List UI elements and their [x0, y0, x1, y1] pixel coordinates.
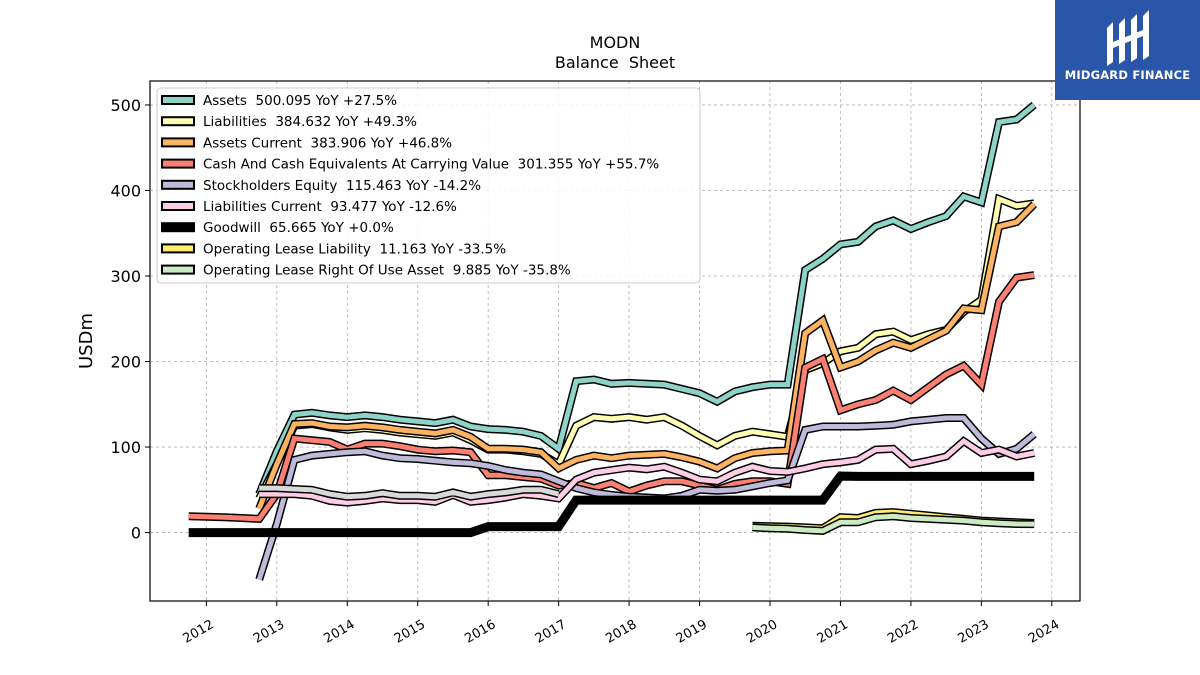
y-tick-label: 200 [110, 353, 141, 372]
legend-item-stockholders-equity: Stockholders Equity 115.463 YoY -14.2% [161, 178, 481, 194]
legend-item-assets-current: Assets Current 383.906 YoY +46.8% [161, 135, 452, 151]
series-operating-lease-right-of-use-asset [752, 512, 1035, 535]
legend-swatch [161, 116, 195, 127]
y-tick-label: 400 [110, 181, 141, 200]
series-liabilities-non-current [259, 484, 560, 501]
series-line [256, 202, 1036, 510]
logo-mark-icon [1107, 10, 1149, 66]
y-tick-label: 0 [131, 524, 141, 543]
legend-swatch [161, 201, 195, 211]
legend-item-assets: Assets 500.095 YoY +27.5% [161, 93, 397, 109]
series-assets [255, 101, 1037, 496]
legend-item-operating-lease-right-of-use-asset: Operating Lease Right Of Use Asset 9.885… [161, 263, 571, 279]
series-line [259, 437, 1035, 506]
brand-logo: MIDGARD FINANCE [1055, 0, 1200, 100]
series-line [188, 272, 1035, 522]
x-tick-label: 2022 [885, 617, 921, 647]
legend-label: Cash And Cash Equivalents At Carrying Va… [203, 157, 659, 173]
chart-title: MODN [590, 33, 641, 52]
chart-subtitle: Balance Sheet [555, 53, 675, 72]
series-assets-current [255, 201, 1038, 511]
series-line [259, 485, 560, 500]
legend-swatch [161, 137, 195, 148]
legend: Assets 500.095 YoY +27.5% Liabilities 384… [156, 87, 701, 284]
legend-label: Stockholders Equity 115.463 YoY -14.2% [203, 178, 481, 194]
legend-label: Goodwill 65.665 YoY +0.0% [203, 220, 394, 236]
y-tick-label: 500 [110, 96, 141, 115]
x-tick-label: 2023 [956, 617, 992, 647]
legend-label: Assets 500.095 YoY +27.5% [203, 93, 397, 109]
legend-swatch [161, 264, 195, 275]
x-axis: 2012 2013 2014 2015 2016 2017 2018 2019 2020 2021… [181, 601, 1062, 647]
series-cash-and-cash-equivalents-at-carrying-value [188, 271, 1035, 524]
series-goodwill [188, 471, 1035, 538]
y-axis: 0 100 200 300 400 500 [110, 96, 150, 543]
legend-label: Liabilities 384.632 YoY +49.3% [203, 114, 417, 130]
legend-item-cash-and-cash-equivalents-at-carrying-value: Cash And Cash Equivalents At Carrying Va… [161, 157, 659, 173]
plot-lines [188, 101, 1038, 581]
legend-swatch [161, 95, 195, 105]
logo-name: MIDGARD FINANCE [1064, 68, 1191, 82]
series-line [256, 102, 1036, 496]
series-liabilities-current [259, 436, 1035, 507]
y-axis-label: USDm [76, 313, 97, 369]
x-tick-label: 2012 [181, 617, 217, 647]
legend-item-operating-lease-liability: Operating Lease Liability 11.163 YoY -33… [161, 241, 506, 257]
legend-item-liabilities-current: Liabilities Current 93.477 YoY -12.6% [161, 199, 457, 215]
x-tick-label: 2021 [815, 617, 851, 647]
x-tick-label: 2017 [533, 617, 569, 647]
legend-swatch [161, 243, 195, 254]
x-tick-label: 2018 [603, 617, 639, 647]
x-tick-label: 2020 [744, 617, 780, 647]
x-tick-label: 2019 [674, 617, 710, 647]
x-tick-label: 2014 [321, 617, 357, 647]
x-tick-label: 2016 [462, 617, 498, 647]
legend-label: Liabilities Current 93.477 YoY -12.6% [203, 199, 457, 215]
legend-swatch [161, 158, 195, 169]
legend-label: Assets Current 383.906 YoY +46.8% [203, 135, 452, 151]
x-tick-label: 2013 [251, 617, 287, 647]
legend-item-liabilities: Liabilities 384.632 YoY +49.3% [161, 114, 417, 130]
x-tick-label: 2015 [392, 617, 428, 647]
y-tick-label: 100 [110, 438, 141, 457]
x-tick-label: 2024 [1026, 617, 1062, 647]
legend-swatch [161, 222, 195, 233]
legend-label: Operating Lease Right Of Use Asset 9.885… [203, 263, 571, 279]
series-outline [188, 471, 1035, 538]
legend-label: Operating Lease Liability 11.163 YoY -33… [203, 241, 506, 257]
legend-item-goodwill: Goodwill 65.665 YoY +0.0% [161, 220, 394, 236]
legend-box [156, 87, 701, 284]
legend-swatch [161, 179, 195, 190]
y-tick-label: 300 [110, 267, 141, 286]
series-line [752, 513, 1035, 534]
plot-frame [149, 80, 1081, 602]
